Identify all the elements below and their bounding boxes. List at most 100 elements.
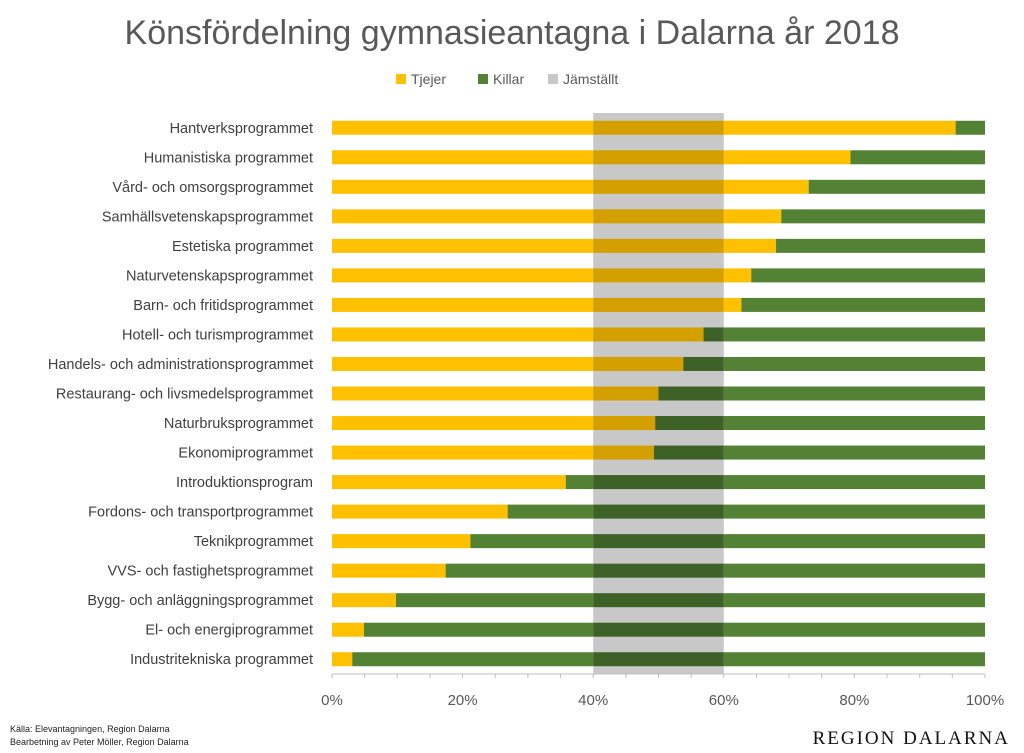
- bar-killar: [955, 120, 985, 135]
- category-label: Hotell- och turismprogrammet: [122, 327, 313, 343]
- bar-tjejer: [723, 120, 956, 135]
- bar-killar: [593, 475, 724, 490]
- category-label: Naturvetenskapsprogrammet: [126, 268, 313, 284]
- bar-killar: [445, 563, 594, 578]
- bar-killar: [781, 209, 985, 224]
- region-logo: REGION DALARNA: [812, 728, 1010, 749]
- bar-tjejer: [593, 209, 724, 224]
- bar-tjejer: [332, 386, 594, 401]
- bar-killar: [507, 504, 594, 519]
- bar-tjejer: [723, 150, 851, 165]
- bar-killar: [655, 416, 724, 431]
- x-tick-label: 0%: [321, 692, 343, 709]
- bar-killar: [565, 475, 594, 490]
- bar-tjejer: [332, 445, 594, 460]
- bar-tjejer: [332, 622, 364, 637]
- bar-killar: [723, 504, 985, 519]
- legend-label-2: Killar: [493, 71, 524, 87]
- source-note: Källa: Elevantagningen, Region Dalarna: [10, 724, 170, 734]
- category-label: El- och energiprogrammet: [145, 623, 313, 639]
- bar-tjejer: [593, 356, 684, 371]
- category-label: Humanistiska programmet: [144, 150, 313, 166]
- category-label: Handels- och administrationsprogrammet: [48, 357, 313, 373]
- bar-tjejer: [332, 179, 594, 194]
- bar-tjejer: [332, 150, 594, 165]
- category-label: Teknikprogrammet: [194, 534, 313, 550]
- bar-tjejer: [593, 297, 724, 312]
- bar-tjejer: [723, 297, 742, 312]
- legend-swatch-3: [548, 74, 558, 84]
- bar-killar: [352, 652, 594, 667]
- bar-killar: [850, 150, 985, 165]
- processing-note: Bearbetning av Peter Möller, Region Dala…: [10, 737, 189, 747]
- bar-killar: [363, 622, 594, 637]
- category-label: Industritekniska programmet: [130, 652, 313, 668]
- x-tick-label: 20%: [448, 692, 478, 709]
- bar-killar: [593, 622, 724, 637]
- bar-killar: [776, 238, 985, 253]
- bar-killar: [593, 593, 724, 608]
- bar-killar: [751, 268, 985, 283]
- bar-killar: [593, 652, 724, 667]
- bar-killar: [723, 445, 985, 460]
- bar-tjejer: [723, 179, 809, 194]
- chart-title: Könsfördelning gymnasieantagna i Dalarna…: [125, 14, 900, 52]
- bar-killar: [723, 563, 985, 578]
- bar-killar: [808, 179, 985, 194]
- bar-tjejer: [332, 238, 594, 253]
- category-label: Naturbruksprogrammet: [164, 416, 313, 432]
- category-label: Ekonomiprogrammet: [178, 446, 313, 462]
- category-label: Bygg- och anläggningsprogrammet: [87, 593, 313, 609]
- bar-tjejer: [332, 534, 471, 549]
- bar-killar: [723, 356, 985, 371]
- legend-label-3: Jämställt: [563, 71, 618, 87]
- bar-tjejer: [723, 238, 777, 253]
- bar-killar: [723, 475, 985, 490]
- bar-tjejer: [332, 416, 594, 431]
- bar-killar: [723, 416, 985, 431]
- bar-killar: [723, 327, 985, 342]
- bar-tjejer: [332, 297, 594, 312]
- bar-killar: [593, 504, 724, 519]
- bar-killar: [723, 534, 985, 549]
- bar-tjejer: [593, 268, 724, 283]
- bar-tjejer: [593, 238, 724, 253]
- category-label: Vård- och omsorgsprogrammet: [112, 180, 313, 196]
- category-label: Hantverksprogrammet: [170, 121, 313, 137]
- category-label: Samhällsvetenskapsprogrammet: [102, 209, 313, 225]
- legend-label-1: Tjejer: [411, 71, 446, 87]
- bar-tjejer: [593, 120, 724, 135]
- bar-tjejer: [332, 209, 594, 224]
- x-tick-label: 60%: [709, 692, 739, 709]
- bar-tjejer: [332, 356, 594, 371]
- bar-tjejer: [332, 563, 446, 578]
- bar-killar: [723, 622, 985, 637]
- bar-tjejer: [593, 150, 724, 165]
- category-label: Fordons- och transportprogrammet: [88, 505, 313, 521]
- bar-killar: [723, 652, 985, 667]
- bar-tjejer: [593, 386, 659, 401]
- category-label: Barn- och fritidsprogrammet: [133, 298, 313, 314]
- x-tick-label: 80%: [839, 692, 869, 709]
- category-label: Estetiska programmet: [172, 239, 313, 255]
- x-tick-label: 40%: [578, 692, 608, 709]
- category-label: Restaurang- och livsmedelsprogrammet: [56, 387, 313, 403]
- category-label: VVS- och fastighetsprogrammet: [107, 564, 313, 580]
- legend-swatch-2: [478, 74, 488, 84]
- bar-tjejer: [332, 327, 594, 342]
- bar-killar: [658, 386, 724, 401]
- bar-killar: [470, 534, 594, 549]
- bar-killar: [683, 356, 724, 371]
- bar-killar: [653, 445, 724, 460]
- bar-killar: [741, 297, 985, 312]
- bar-tjejer: [593, 327, 704, 342]
- bar-tjejer: [593, 445, 654, 460]
- bar-tjejer: [332, 120, 594, 135]
- bar-tjejer: [723, 209, 782, 224]
- x-tick-label: 100%: [966, 692, 1004, 709]
- bar-tjejer: [332, 652, 353, 667]
- bar-killar: [703, 327, 724, 342]
- bar-killar: [593, 534, 724, 549]
- bar-tjejer: [723, 268, 752, 283]
- legend-swatch-1: [396, 74, 406, 84]
